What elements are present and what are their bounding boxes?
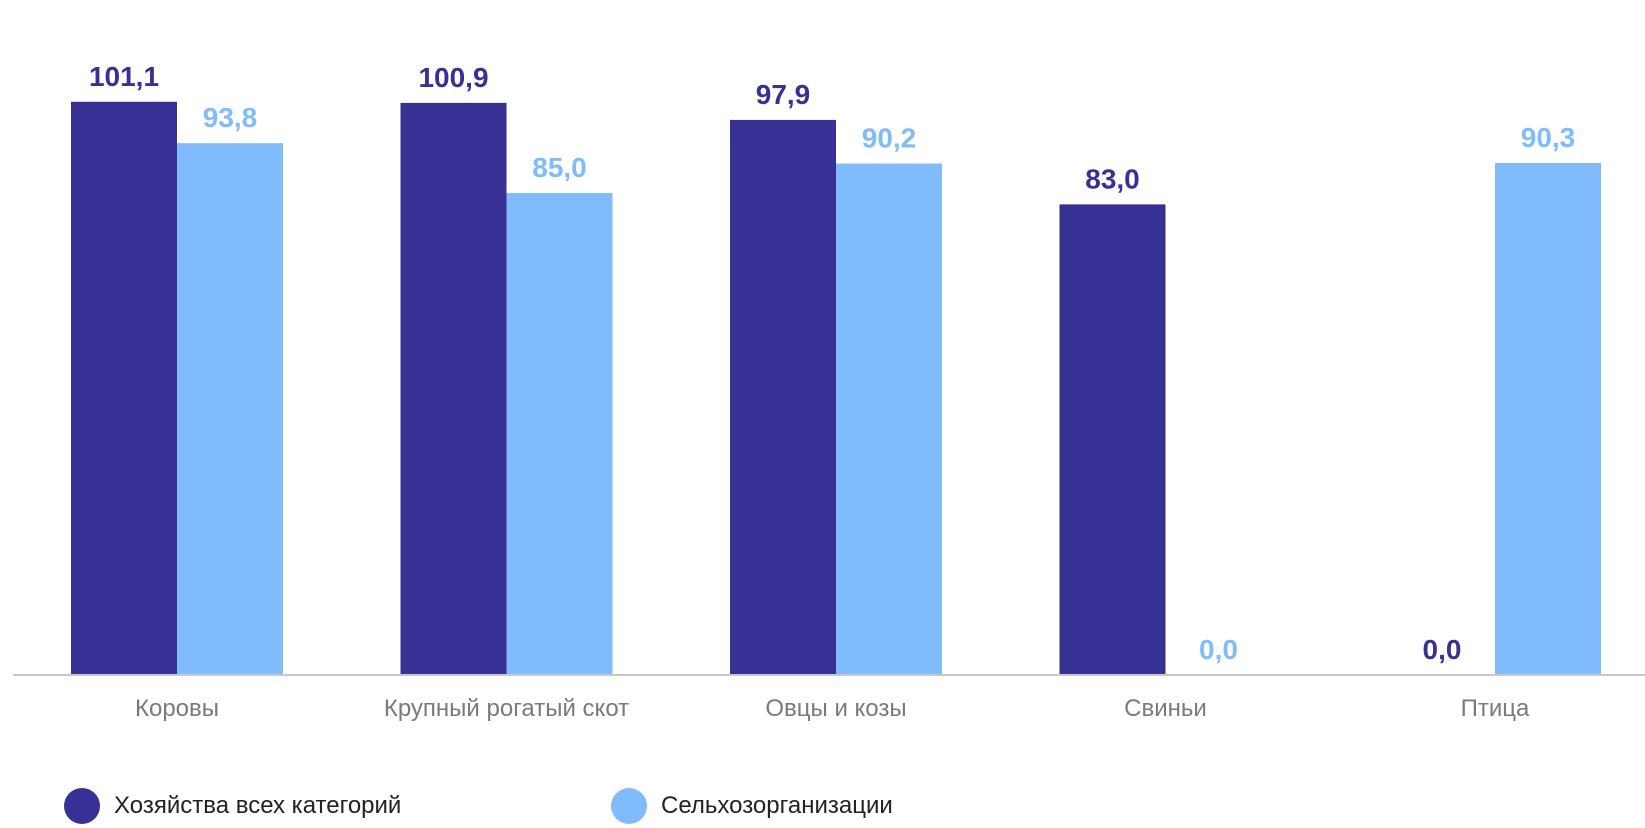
- category-label-4: Свиньи: [1124, 695, 1207, 722]
- value-label-series-1-3: 97,9: [756, 79, 811, 110]
- category-labels-group: Коровы Крупный рогатый скот Овцы и козы Сви…: [135, 695, 1530, 722]
- bar-series-1-3: [730, 119, 836, 676]
- category-label-2: Крупный рогатый скот: [384, 695, 629, 722]
- value-label-series-2-3: 90,2: [862, 123, 917, 154]
- category-label-5: Птица: [1461, 695, 1530, 722]
- bar-series-1-1: [71, 101, 177, 675]
- bar-series-1-4: [1059, 204, 1166, 675]
- legend-item-series-1: Хозяйства всех категорий: [64, 788, 401, 824]
- bar-series-2-1: [177, 143, 283, 676]
- value-label-series-1-4: 83,0: [1085, 163, 1140, 194]
- category-label-3: Овцы и козы: [765, 695, 906, 722]
- value-label-series-1-1: 101,1: [89, 61, 159, 92]
- value-label-series-2-1: 93,8: [203, 102, 258, 133]
- bar-series-1-2: [400, 102, 507, 676]
- value-label-series-1-5: 0,0: [1423, 634, 1462, 665]
- value-label-series-2-5: 90,3: [1521, 122, 1576, 153]
- legend-swatch-series-2: [611, 788, 647, 824]
- bar-series-2-5: [1495, 162, 1601, 675]
- legend-item-series-2: Сельхозорганизации: [611, 788, 893, 824]
- bar-series-2-2: [506, 193, 613, 676]
- value-label-series-1-2: 100,9: [418, 62, 488, 93]
- category-label-1: Коровы: [135, 695, 219, 722]
- value-label-series-2-2: 85,0: [532, 152, 587, 183]
- legend-label-series-1: Хозяйства всех категорий: [114, 792, 402, 819]
- legend-swatch-series-1: [64, 788, 100, 824]
- bars-group: [71, 101, 1601, 676]
- legend-label-series-2: Сельхозорганизации: [661, 792, 893, 819]
- bar-series-2-3: [836, 163, 942, 676]
- value-label-series-2-4: 0,0: [1199, 634, 1238, 665]
- bar-chart: 101,1 93,8 100,9 85,0 97,9 90,2 83,0 0,0 0,0 90,3…: [13, 61, 1645, 722]
- value-labels-group: 101,1 93,8 100,9 85,0 97,9 90,2 83,0 0,0 0,0 90,3: [89, 61, 1575, 665]
